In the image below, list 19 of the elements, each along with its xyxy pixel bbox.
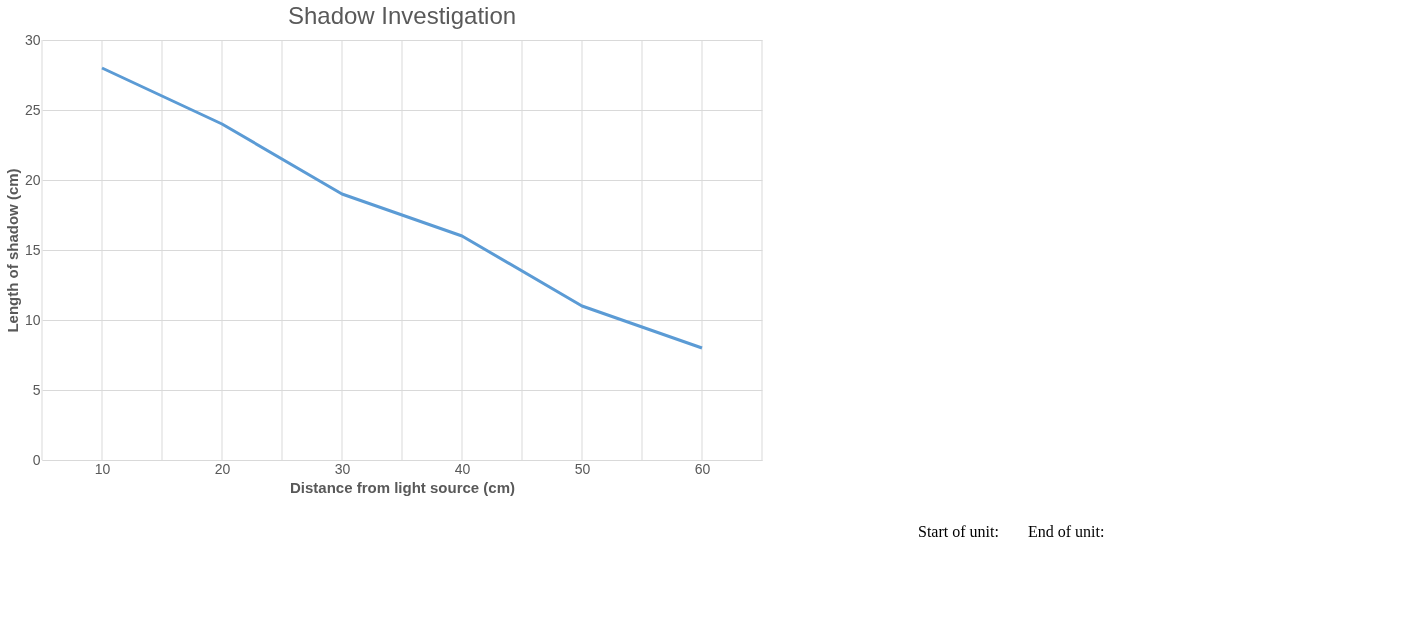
line-series [100,66,704,350]
x-tick-label: 30 [334,460,351,477]
y-axis-title: Length of shadow (cm) [3,168,21,333]
y-tick-label: 20 [24,171,41,188]
x-tick-label: 20 [214,460,231,477]
x-tick-label: 10 [94,460,111,477]
x-axis-title: Distance from light source (cm) [289,478,516,496]
x-tick-label: 50 [574,460,591,477]
y-tick-label: 30 [24,31,41,48]
text: End of unit: [1028,523,1105,540]
y-tick-label: 0 [32,451,41,468]
text: Start of unit: [918,523,999,540]
x-tick-label: 40 [454,460,471,477]
y-tick-label: 25 [24,101,41,118]
y-tick-label: 10 [24,311,41,328]
y-tick-label: 5 [32,381,41,398]
x-tick-label: 60 [694,460,711,477]
y-tick-label: 15 [24,241,41,258]
chart-title: Shadow Investigation [287,2,517,29]
